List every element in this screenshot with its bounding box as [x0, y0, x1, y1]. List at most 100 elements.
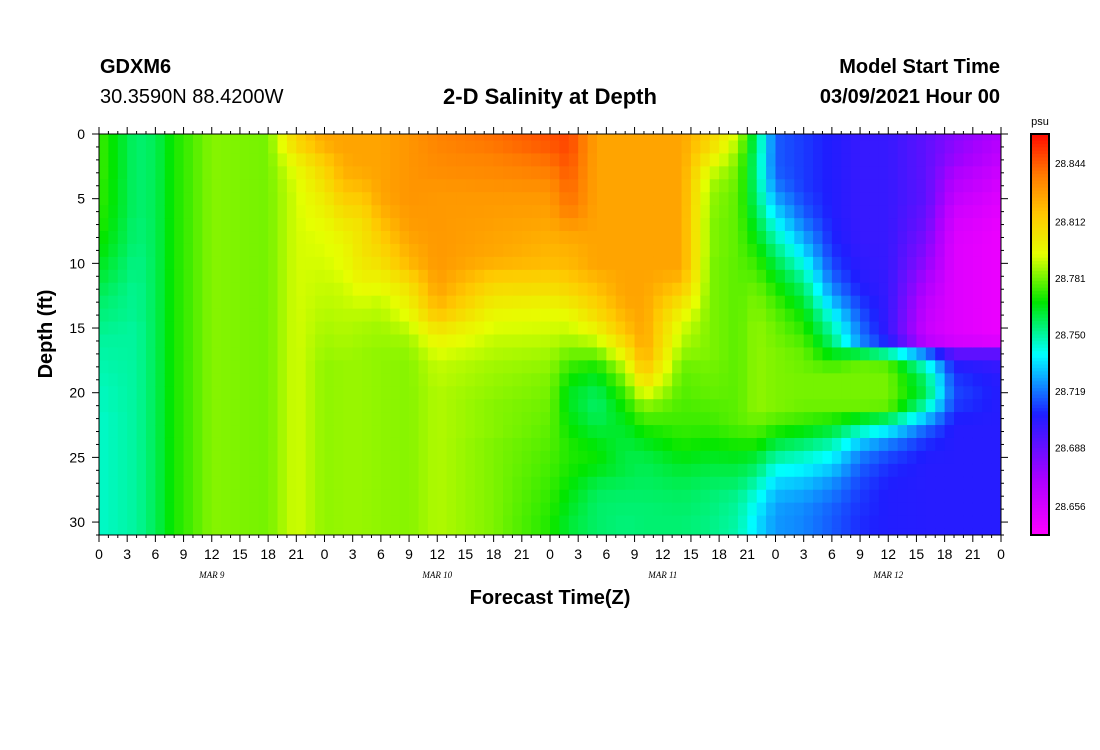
- heatmap-cell: [521, 360, 532, 374]
- heatmap-cell: [117, 179, 128, 193]
- heatmap-cell: [531, 140, 542, 155]
- heatmap-cell: [230, 192, 241, 206]
- heatmap-cell: [474, 528, 485, 535]
- heatmap-cell: [296, 425, 307, 439]
- heatmap-cell: [127, 489, 138, 504]
- heatmap-cell: [277, 295, 288, 310]
- heatmap-cell: [803, 463, 814, 478]
- heatmap-cell: [991, 334, 1001, 349]
- heatmap-cell: [850, 321, 861, 336]
- heatmap-cell: [803, 153, 814, 167]
- heatmap-cell: [878, 463, 889, 478]
- colorbar-segment: [1031, 147, 1049, 152]
- heatmap-cell: [681, 347, 692, 361]
- heatmap-cell: [982, 218, 993, 232]
- heatmap-cell: [878, 295, 889, 310]
- heatmap-cell: [653, 134, 664, 142]
- heatmap-cell: [596, 425, 607, 439]
- heatmap-cell: [690, 386, 701, 400]
- heatmap-cell: [907, 373, 918, 387]
- heatmap-cell: [559, 412, 570, 426]
- heatmap-cell: [841, 347, 852, 361]
- heatmap-cell: [211, 231, 222, 245]
- heatmap-cell: [136, 231, 147, 245]
- heatmap-cell: [860, 412, 871, 426]
- heatmap-cell: [747, 463, 758, 478]
- heatmap-cell: [737, 282, 748, 297]
- heatmap-cell: [869, 243, 880, 258]
- colorbar-segment: [1031, 210, 1049, 215]
- heatmap-cell: [249, 360, 260, 374]
- heatmap-cell: [315, 476, 326, 491]
- heatmap-cell: [625, 463, 636, 478]
- heatmap-cell: [221, 373, 232, 387]
- heatmap-cell: [503, 386, 514, 400]
- heatmap-cell: [784, 256, 795, 271]
- heatmap-cell: [850, 166, 861, 180]
- heatmap-cell: [418, 192, 429, 206]
- heatmap-cell: [550, 515, 560, 530]
- heatmap-cell: [982, 243, 993, 258]
- heatmap-cell: [249, 269, 260, 284]
- heatmap-cell: [362, 425, 373, 439]
- heatmap-cell: [625, 179, 636, 193]
- heatmap-cell: [954, 463, 965, 478]
- heatmap-cell: [211, 269, 222, 284]
- heatmap-cell: [756, 218, 767, 232]
- heatmap-cell: [653, 166, 664, 180]
- heatmap-cell: [456, 231, 467, 245]
- heatmap-cell: [521, 334, 532, 349]
- heatmap-cell: [531, 502, 542, 517]
- heatmap-cell: [484, 399, 495, 413]
- heatmap-cell: [578, 243, 589, 258]
- heatmap-cell: [362, 515, 373, 530]
- heatmap-cell: [390, 192, 401, 206]
- heatmap-cell: [512, 412, 523, 426]
- heatmap-cell: [99, 179, 109, 193]
- heatmap-cell: [888, 489, 899, 504]
- heatmap-cell: [803, 282, 814, 297]
- heatmap-cell: [277, 425, 288, 439]
- heatmap-cell: [239, 463, 250, 478]
- heatmap-cell: [596, 256, 607, 271]
- heatmap-cell: [277, 489, 288, 504]
- heatmap-cell: [935, 386, 946, 400]
- heatmap-cell: [615, 476, 626, 491]
- heatmap-cell: [606, 321, 617, 336]
- heatmap-cell: [258, 502, 269, 517]
- heatmap-cell: [737, 373, 748, 387]
- heatmap-cell: [784, 450, 795, 465]
- heatmap-cell: [249, 308, 260, 323]
- heatmap-cell: [474, 166, 485, 180]
- heatmap-cell: [878, 528, 889, 535]
- heatmap-cell: [183, 399, 194, 413]
- x-tick-label: 0: [95, 546, 103, 562]
- heatmap-cell: [437, 489, 448, 504]
- heatmap-cell: [935, 412, 946, 426]
- heatmap-cell: [221, 489, 232, 504]
- heatmap-cell: [944, 243, 955, 258]
- heatmap-cell: [390, 334, 401, 349]
- heatmap-cell: [239, 360, 250, 374]
- heatmap-cell: [954, 321, 965, 336]
- heatmap-cell: [991, 515, 1001, 530]
- x-tick-label: 21: [965, 546, 981, 562]
- heatmap-cell: [333, 412, 344, 426]
- heatmap-cell: [503, 399, 514, 413]
- heatmap-cell: [747, 269, 758, 284]
- heatmap-cell: [972, 179, 983, 193]
- colorbar-segment: [1031, 291, 1049, 295]
- heatmap-cell: [540, 231, 551, 245]
- heatmap-cell: [108, 425, 119, 439]
- heatmap-cell: [380, 373, 391, 387]
- heatmap-cell: [596, 243, 607, 258]
- heatmap-cell: [117, 166, 128, 180]
- heatmap-cell: [239, 386, 250, 400]
- heatmap-cell: [916, 282, 927, 297]
- heatmap-cell: [183, 153, 194, 167]
- heatmap-cell: [568, 373, 579, 387]
- y-tick-label: 10: [69, 255, 85, 271]
- heatmap-cell: [296, 282, 307, 297]
- heatmap-cell: [747, 153, 758, 167]
- heatmap-cell: [860, 256, 871, 271]
